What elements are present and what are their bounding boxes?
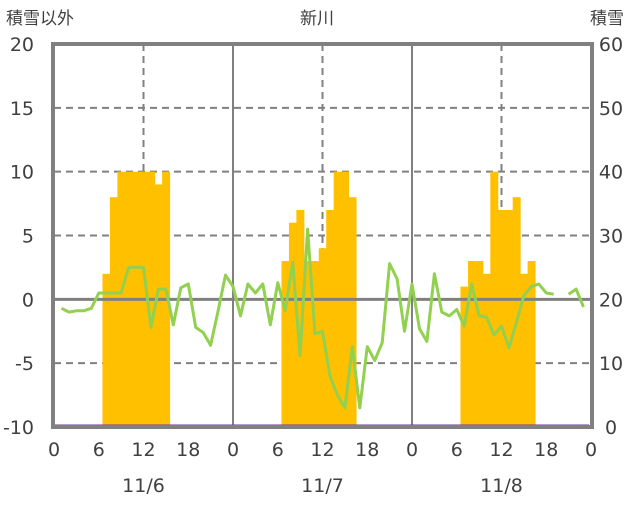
snow-bar (475, 261, 484, 427)
snow-bar (102, 273, 111, 427)
right-tick-label: 30 (599, 226, 623, 248)
x-tick-label: 18 (176, 439, 200, 461)
snow-bar (154, 184, 163, 427)
snow-bar (109, 197, 118, 427)
snow-bar (520, 273, 529, 427)
snow-bar (288, 222, 297, 427)
date-label: 11/6 (122, 475, 165, 497)
x-tick-label: 6 (93, 439, 105, 461)
x-tick-label: 6 (272, 439, 284, 461)
snow-bar (527, 261, 536, 427)
x-tick-label: 18 (355, 439, 379, 461)
x-tick-label: 12 (310, 439, 334, 461)
left-tick-label: 15 (10, 98, 34, 120)
left-tick-label: 0 (22, 289, 34, 311)
green-series-line (60, 227, 585, 410)
snow-bar (296, 209, 305, 427)
snow-bar (326, 209, 335, 427)
x-tick-label: 6 (451, 439, 463, 461)
right-tick-label: 40 (599, 162, 623, 184)
snow-bar (467, 261, 476, 427)
snow-bar (505, 209, 514, 427)
left-tick-label: 20 (10, 34, 34, 56)
date-label: 11/8 (480, 475, 523, 497)
left-tick-label: -10 (3, 417, 34, 439)
left-tick-label: 10 (10, 162, 34, 184)
date-label: 11/7 (301, 475, 344, 497)
x-tick-label: 0 (227, 439, 239, 461)
snow-bar (497, 209, 506, 427)
plot-frame (51, 42, 594, 429)
right-tick-label: 10 (599, 353, 623, 375)
left-tick-label: -5 (15, 353, 34, 375)
snow-bar (311, 261, 320, 427)
left-tick-label: 5 (22, 226, 34, 248)
right-tick-label: 50 (599, 98, 623, 120)
snow-bar (460, 286, 469, 427)
x-tick-label: 18 (534, 439, 558, 461)
x-tick-label: 12 (489, 439, 513, 461)
left-axis-title: 積雪以外 (6, 9, 74, 29)
snow-bar (482, 273, 491, 427)
x-tick-label: 12 (131, 439, 155, 461)
chart-title: 新川 (300, 9, 334, 29)
x-tick-label: 0 (48, 439, 60, 461)
snow-bar (303, 261, 312, 427)
x-tick-label: 0 (585, 439, 597, 461)
right-tick-label: 60 (599, 34, 623, 56)
right-tick-label: 0 (605, 417, 617, 439)
right-axis-title: 積雪 (590, 9, 624, 29)
x-tick-label: 0 (406, 439, 418, 461)
right-tick-label: 20 (599, 289, 623, 311)
snow-bar (512, 197, 521, 427)
snow-bar (281, 261, 290, 427)
snow-bar (348, 197, 357, 427)
